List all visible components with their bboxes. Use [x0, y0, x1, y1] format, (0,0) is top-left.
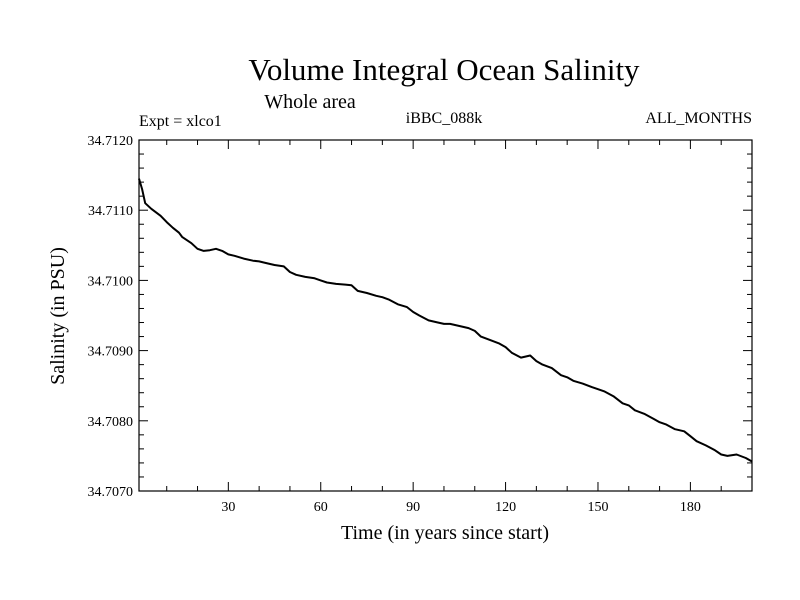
- y-tick-label: 34.7070: [88, 485, 134, 500]
- plot-frame: [138, 139, 753, 492]
- y-tick-label: 34.7120: [88, 134, 134, 149]
- x-tick-label: 90: [406, 500, 420, 515]
- salinity-line: [138, 178, 753, 463]
- x-tick-label: 180: [680, 500, 701, 515]
- y-tick-labels: 34.7070 34.7080 34.7090 34.7100 34.7110 34.71…: [88, 134, 134, 500]
- months-label: ALL_MONTHS: [645, 110, 752, 127]
- chart-subtitle: Whole area: [264, 91, 356, 113]
- run-label: iBBC_088k: [406, 110, 482, 127]
- y-axis-label: Salinity (in PSU): [47, 247, 69, 385]
- x-tick-label: 120: [495, 500, 516, 515]
- x-tick-label: 30: [221, 500, 235, 515]
- experiment-label: Expt = xlco1: [139, 113, 222, 130]
- chart-title: Volume Integral Ocean Salinity: [248, 52, 640, 87]
- x-tick-labels: 30 60 90 120 150 180: [221, 500, 701, 515]
- x-axis-label: Time (in years since start): [341, 522, 549, 544]
- x-tick-label: 60: [314, 500, 328, 515]
- y-tick-label: 34.7090: [88, 345, 134, 360]
- y-tick-label: 34.7100: [88, 274, 134, 289]
- y-tick-label: 34.7110: [88, 204, 133, 219]
- tick-group: [139, 139, 752, 492]
- x-tick-label: 150: [587, 500, 608, 515]
- y-tick-label: 34.7080: [88, 415, 134, 430]
